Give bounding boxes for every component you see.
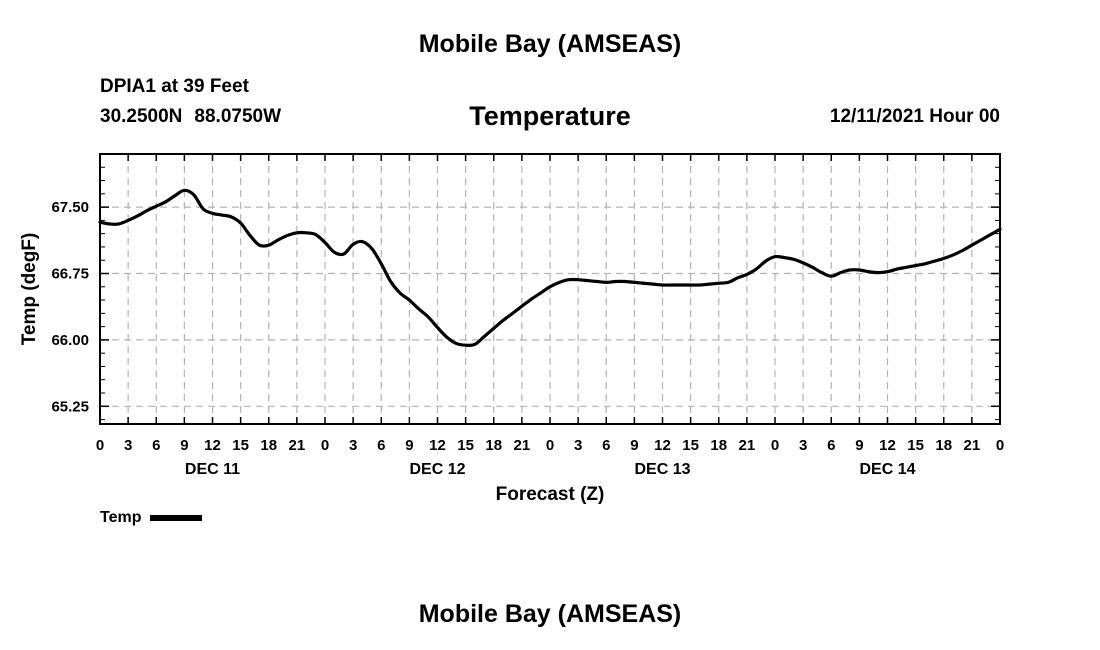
x-tick-label: 3 [799, 437, 807, 454]
y-axis-label: Temp (degF) [19, 233, 40, 346]
series-line-temp [98, 188, 1002, 347]
x-tick-label: 6 [377, 437, 385, 454]
x-date-label: DEC 14 [859, 461, 915, 478]
longitude: 88.0750W [194, 106, 282, 127]
x-tick-label: 9 [630, 437, 638, 454]
x-date-label: DEC 13 [634, 461, 690, 478]
x-tick-label: 3 [574, 437, 582, 454]
forecast-init-time: 12/11/2021 Hour 00 [829, 106, 1000, 127]
x-tick-label: 0 [771, 437, 779, 454]
x-tick-label: 0 [321, 437, 329, 454]
footer-title: Mobile Bay (AMSEAS) [418, 600, 682, 628]
x-tick-label: 21 [514, 437, 531, 454]
y-tick-label: 66.75 [51, 266, 89, 283]
y-tick-label: 66.00 [51, 332, 89, 349]
x-tick-label: 3 [349, 437, 357, 454]
x-tick-label: 15 [682, 437, 699, 454]
x-tick-label: 21 [739, 437, 756, 454]
legend: Temp [100, 509, 203, 527]
station-label: DPIA1 at 39 Feet [100, 76, 249, 97]
x-tick-label: 18 [485, 437, 502, 454]
x-tick-label: 18 [260, 437, 277, 454]
legend-label-temp: Temp [100, 509, 142, 526]
x-tick-label: 21 [964, 437, 981, 454]
x-tick-label: 6 [602, 437, 610, 454]
station-coordinates: 30.2500N 88.0750W [100, 106, 281, 128]
x-axis-label: Forecast (Z) [496, 484, 605, 505]
data-layer [98, 188, 1002, 347]
x-tick-label: 18 [710, 437, 727, 454]
x-tick-label: 0 [546, 437, 554, 454]
x-tick-label: 12 [654, 437, 671, 454]
x-tick-label: 12 [429, 437, 446, 454]
x-tick-label: 21 [289, 437, 306, 454]
chart-title: Temperature [469, 101, 631, 131]
legend-swatch-temp [150, 515, 203, 521]
x-tick-label: 15 [457, 437, 474, 454]
x-tick-label: 15 [907, 437, 924, 454]
y-tick-label: 67.50 [51, 199, 89, 216]
x-tick-label: 6 [152, 437, 160, 454]
x-tick-label: 9 [180, 437, 188, 454]
y-tick-label: 65.25 [51, 398, 89, 415]
page-title: Mobile Bay (AMSEAS) [418, 30, 682, 58]
x-tick-label: 18 [935, 437, 952, 454]
x-tick-label: 3 [124, 437, 132, 454]
x-tick-label: 9 [855, 437, 863, 454]
x-tick-label: 12 [879, 437, 896, 454]
x-tick-label: 0 [996, 437, 1004, 454]
x-date-label: DEC 11 [185, 461, 240, 478]
x-date-label: DEC 12 [409, 461, 465, 478]
latitude: 30.2500N [100, 106, 183, 127]
x-tick-label: 6 [827, 437, 835, 454]
x-tick-label: 12 [204, 437, 221, 454]
grid [100, 154, 1000, 424]
ticks: 0 3 6 9 12 15 18 21 0 3 6 9 12 15 18 21 0 3 6 9 12 15 18 21 0 3 6 9… [51, 154, 1004, 478]
x-tick-label: 0 [96, 437, 104, 454]
x-tick-label: 15 [232, 437, 249, 454]
x-tick-label: 9 [405, 437, 413, 454]
